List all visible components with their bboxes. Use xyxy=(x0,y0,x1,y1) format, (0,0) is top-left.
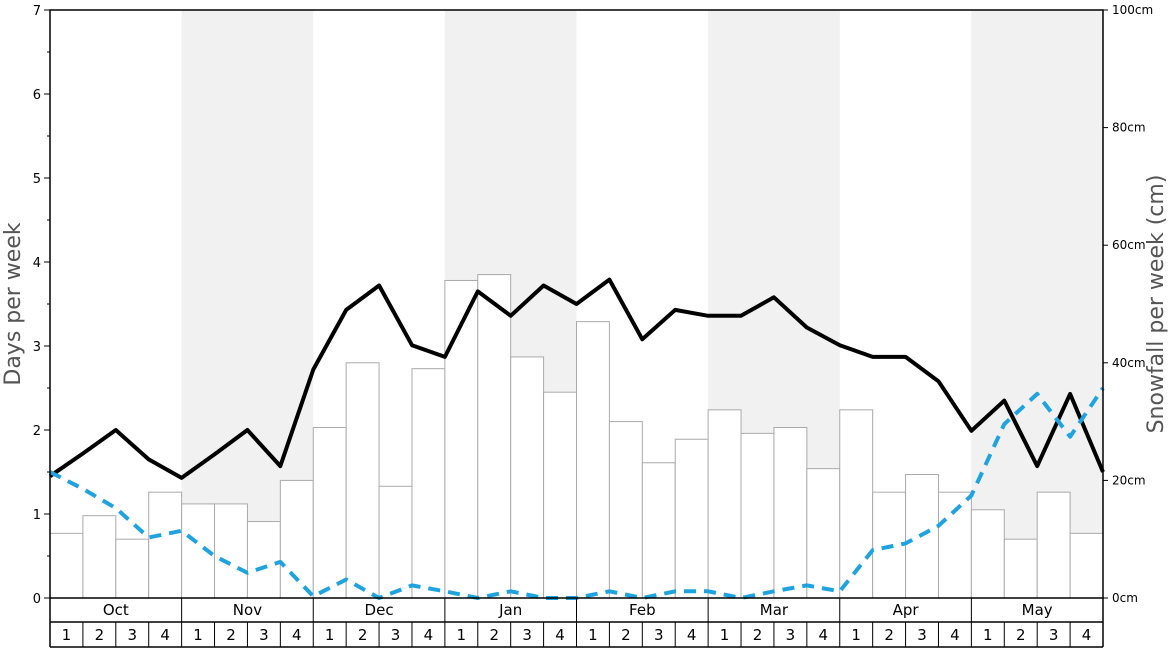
snowfall-bar xyxy=(148,491,183,599)
week-label: 3 xyxy=(127,626,137,644)
right-tick-label: 80cm xyxy=(1112,121,1146,135)
week-label: 4 xyxy=(950,626,960,644)
left-tick-label: 7 xyxy=(33,4,41,19)
week-label: 1 xyxy=(851,626,861,644)
week-label: 1 xyxy=(325,626,335,644)
week-label: 3 xyxy=(786,626,796,644)
week-label: 1 xyxy=(720,626,730,644)
left-tick-label: 6 xyxy=(33,88,41,103)
snowfall-bar xyxy=(1036,491,1071,599)
week-label: 4 xyxy=(555,626,565,644)
right-axis-title: Snowfall per week (cm) xyxy=(1144,175,1168,434)
snowfall-bar xyxy=(1003,538,1038,599)
left-tick-label: 4 xyxy=(33,256,41,271)
snowfall-bars xyxy=(49,274,1104,599)
snowfall-bar xyxy=(1069,532,1104,599)
left-axis: 0 1 2 3 4 5 6 7 xyxy=(33,4,50,607)
week-label: 2 xyxy=(753,626,763,644)
week-label: 4 xyxy=(819,626,829,644)
week-label: 2 xyxy=(621,626,631,644)
right-tick-label: 100cm xyxy=(1112,3,1153,17)
month-label-dec: Dec xyxy=(365,601,394,619)
month-label-may: May xyxy=(1022,601,1053,619)
snowfall-bar xyxy=(641,462,676,599)
week-label: 1 xyxy=(457,626,467,644)
snowfall-bar xyxy=(214,503,248,599)
snowfall-bar xyxy=(115,538,150,599)
month-label-nov: Nov xyxy=(233,601,262,619)
left-tick-label: 1 xyxy=(33,508,41,523)
week-label: 4 xyxy=(160,626,170,644)
snowfall-bar xyxy=(345,362,380,599)
week-label: 1 xyxy=(983,626,993,644)
right-tick-label: 0cm xyxy=(1112,591,1138,605)
left-tick-label: 0 xyxy=(33,592,41,607)
snowfall-bar xyxy=(49,532,84,599)
snowfall-bar xyxy=(970,509,1005,599)
month-label-jan: Jan xyxy=(498,601,522,619)
right-tick-label: 20cm xyxy=(1112,473,1146,487)
right-tick-label: 40cm xyxy=(1112,356,1146,370)
snowfall-bar xyxy=(510,356,545,599)
week-label: 1 xyxy=(193,626,203,644)
left-tick-label: 5 xyxy=(33,172,41,187)
right-tick-label: 60cm xyxy=(1112,238,1146,252)
snowfall-bar xyxy=(806,468,841,599)
week-label: 1 xyxy=(62,626,72,644)
week-row: 1 2 3 4 1 2 3 4 1 2 3 4 1 2 3 4 1 2 3 4 1 2 3 4 1 2 3 4 1 2 3 4 xyxy=(49,622,1104,648)
snowfall-bar xyxy=(773,426,808,599)
snowfall-bar xyxy=(543,391,577,599)
week-label: 2 xyxy=(884,626,894,644)
right-axis: 0cm 20cm 40cm 60cm 80cm 100cm xyxy=(1103,3,1153,605)
week-label: 2 xyxy=(226,626,236,644)
week-label: 2 xyxy=(489,626,499,644)
week-label: 3 xyxy=(654,626,664,644)
snowfall-bar xyxy=(477,274,512,599)
week-label: 4 xyxy=(687,626,697,644)
week-label: 2 xyxy=(95,626,105,644)
snowfall-bar xyxy=(707,409,742,599)
week-label: 3 xyxy=(1049,626,1059,644)
snowfall-bar xyxy=(674,438,709,599)
left-axis-title: Days per week xyxy=(1,222,26,385)
month-label-apr: Apr xyxy=(893,601,920,619)
snowfall-bar xyxy=(411,368,446,599)
month-label-mar: Mar xyxy=(760,601,789,619)
snowfall-bar xyxy=(378,485,413,599)
snowfall-bar xyxy=(740,432,775,599)
week-label: 4 xyxy=(1082,626,1092,644)
week-label: 2 xyxy=(1016,626,1026,644)
left-tick-label: 2 xyxy=(33,424,41,439)
week-label: 2 xyxy=(358,626,368,644)
week-label: 4 xyxy=(424,626,434,644)
solid-series-line xyxy=(48,277,1105,480)
snowfall-bar xyxy=(608,421,643,599)
week-label: 1 xyxy=(588,626,598,644)
month-label-oct: Oct xyxy=(103,601,129,619)
week-label: 3 xyxy=(917,626,927,644)
week-label: 3 xyxy=(522,626,532,644)
left-tick-label: 3 xyxy=(33,340,41,355)
snowfall-bar xyxy=(246,521,281,599)
week-label: 3 xyxy=(259,626,269,644)
snowfall-bar xyxy=(576,321,610,599)
week-label: 3 xyxy=(391,626,401,644)
month-row: Oct Nov Dec Jan Feb Mar Apr May xyxy=(49,598,1104,623)
snowfall-bar xyxy=(82,515,117,599)
snowfall-bar xyxy=(312,426,347,599)
month-label-feb: Feb xyxy=(629,601,656,619)
week-label: 4 xyxy=(292,626,302,644)
